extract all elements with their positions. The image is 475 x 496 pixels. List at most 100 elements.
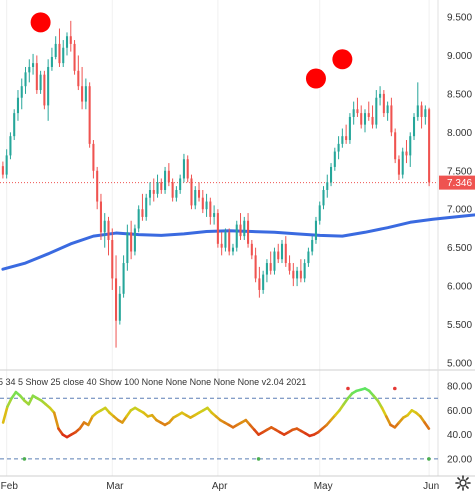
candle-body [424, 109, 427, 117]
candle [356, 97, 359, 117]
candle-body [209, 201, 212, 217]
last-price-label: 7.346 [447, 178, 472, 189]
candle-body [356, 109, 359, 114]
candle-body [326, 182, 329, 190]
candle [333, 147, 336, 171]
candle [20, 78, 23, 110]
candle [224, 228, 227, 252]
candle-body [288, 263, 291, 271]
oscillator-segment [52, 411, 60, 430]
candle [160, 178, 163, 194]
candle-body [69, 36, 72, 44]
candle-body [390, 105, 393, 133]
candle [190, 174, 193, 210]
candle [412, 113, 416, 141]
candle [164, 166, 167, 194]
candle [35, 55, 38, 94]
candle-body [250, 243, 253, 256]
candle-body [265, 263, 268, 275]
candle [397, 155, 400, 181]
candle [130, 220, 133, 260]
price-tick-label: 9.500 [447, 13, 472, 24]
candle [92, 140, 95, 179]
candle-body [118, 293, 121, 321]
candle-body [28, 66, 31, 73]
candle [201, 190, 204, 214]
time-tick-label: Apr [212, 481, 228, 492]
oscillator-dot [22, 457, 27, 461]
candle [126, 224, 129, 271]
oscillator-tick-label: 60.00 [447, 406, 472, 417]
candle [182, 153, 185, 183]
candle-body [133, 228, 136, 252]
candle [175, 186, 178, 202]
candle-body [280, 243, 284, 260]
candle-body [367, 113, 370, 117]
candle-body [145, 197, 148, 217]
gear-icon[interactable] [455, 475, 471, 491]
candle [280, 239, 284, 264]
candle-body [9, 136, 12, 156]
candle [311, 236, 314, 256]
candle [269, 251, 272, 275]
time-tick-label: May [314, 481, 333, 492]
candle-body [371, 116, 374, 125]
candle-body [148, 190, 152, 198]
candle [416, 82, 419, 121]
time-tick-label: Jun [423, 481, 439, 492]
candle-body [303, 263, 306, 279]
candle [296, 266, 299, 287]
candle [167, 163, 170, 187]
candle [9, 132, 12, 160]
candle-body [337, 143, 340, 152]
candle [258, 266, 261, 298]
candle [247, 213, 250, 248]
candle [39, 70, 42, 94]
candle-body [13, 113, 16, 137]
candle-body [111, 239, 114, 279]
candle [47, 59, 50, 121]
oscillator-segment [1, 405, 9, 424]
candle [141, 193, 144, 221]
candle [382, 90, 385, 117]
candle [137, 205, 140, 233]
candle [43, 70, 46, 110]
candle [194, 186, 197, 210]
oscillator-label: 5 34 5 Show 25 close 40 Show 100 None No… [0, 377, 306, 387]
candle [322, 186, 325, 210]
candle [273, 247, 276, 275]
candle [103, 213, 106, 248]
candle-body [420, 105, 423, 117]
candle-body [190, 178, 193, 206]
candle-body [239, 224, 242, 237]
candle-body [247, 220, 250, 244]
candle [77, 55, 80, 91]
candle [409, 132, 412, 167]
candle-body [167, 170, 170, 183]
candle-body [352, 109, 355, 117]
candle-body [379, 93, 382, 98]
candle [107, 216, 110, 256]
candle-body [235, 224, 238, 248]
candle-body [243, 220, 246, 237]
candle-body [1, 166, 4, 175]
candle-body [5, 155, 8, 175]
candle [345, 124, 348, 144]
candle [303, 259, 306, 283]
candle-body [409, 136, 412, 156]
candle [171, 178, 174, 202]
candle-body [171, 182, 174, 198]
candle [318, 201, 321, 225]
candle-body [382, 93, 385, 114]
candle-body [103, 220, 106, 233]
time-tick-label: Feb [1, 481, 19, 492]
candle-body [296, 270, 299, 279]
candle [239, 213, 242, 240]
candle-body [333, 151, 336, 167]
candle [379, 86, 382, 106]
candle [424, 105, 427, 125]
candle-body [231, 247, 235, 252]
candle-body [24, 72, 27, 87]
candle [50, 47, 53, 71]
candle-body [141, 209, 144, 217]
